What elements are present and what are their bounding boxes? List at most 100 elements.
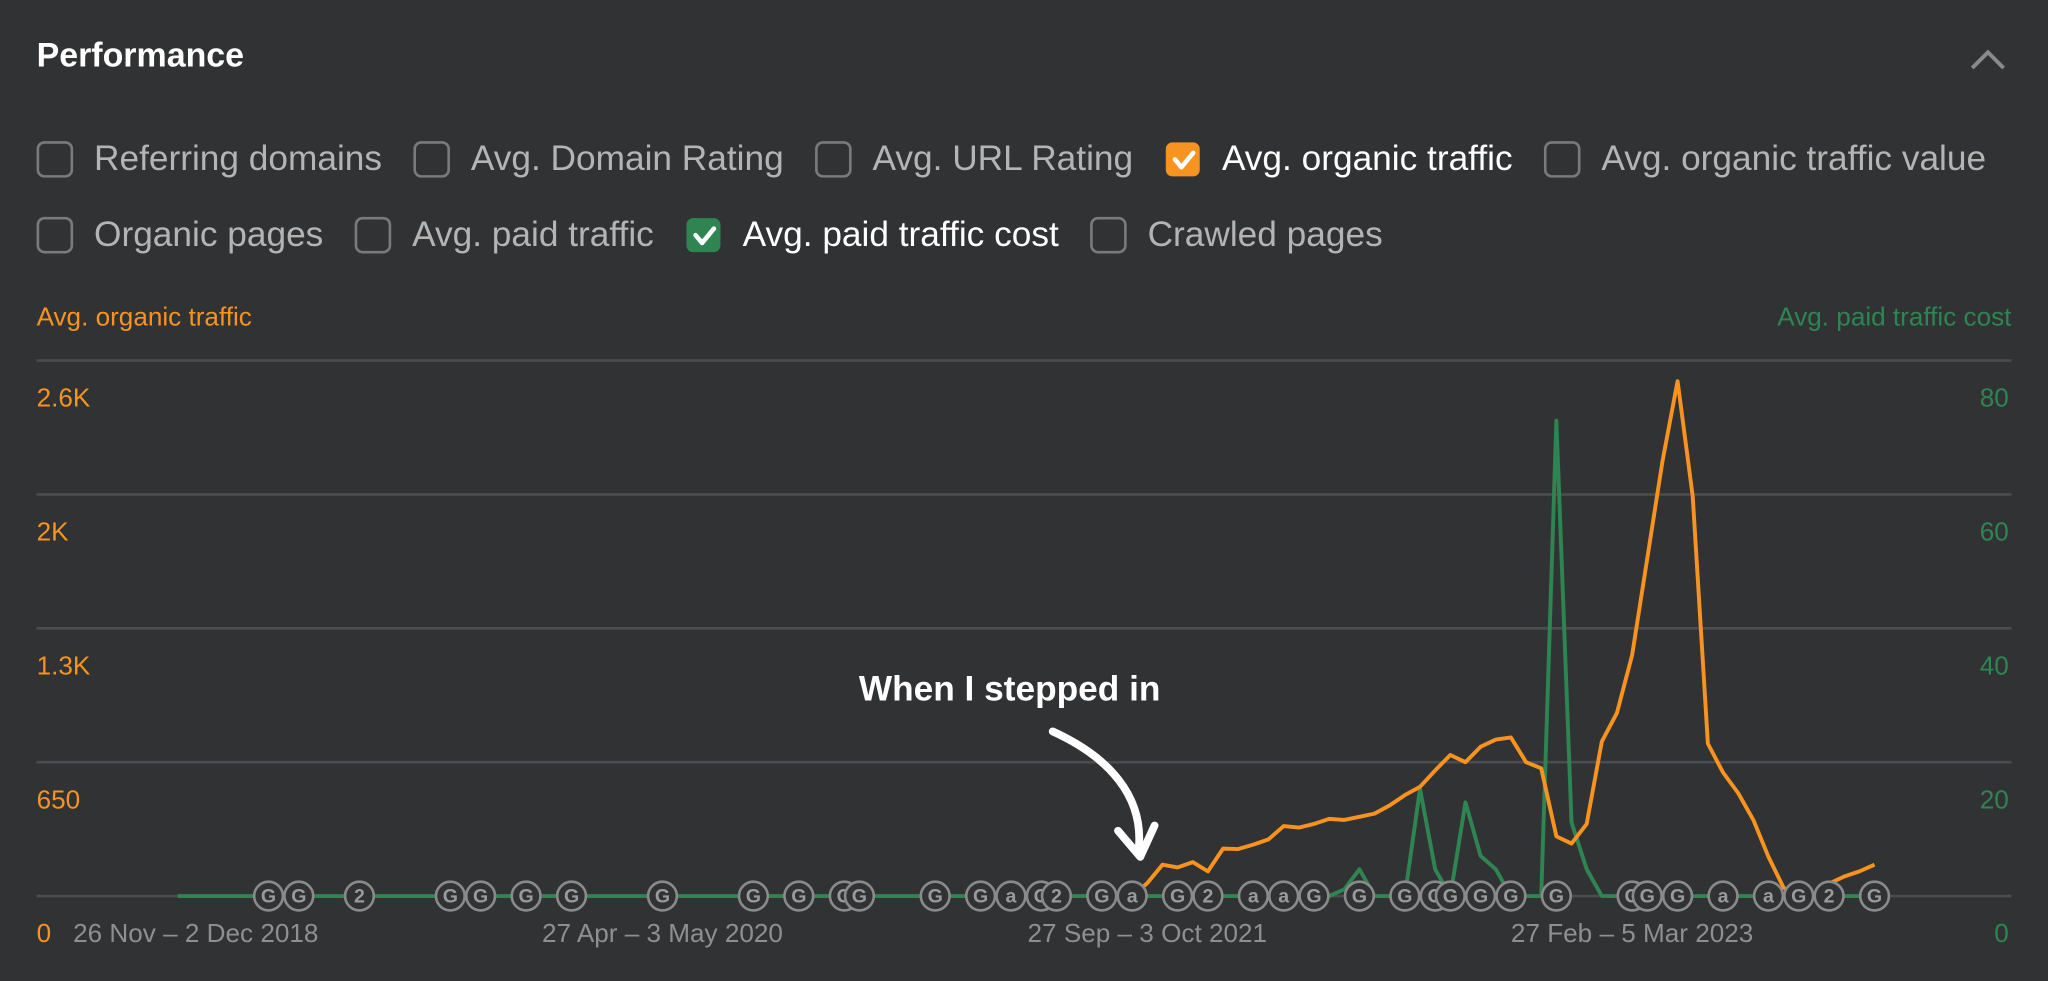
event-marker[interactable] — [1464, 880, 1497, 912]
event-marker[interactable] — [1813, 880, 1845, 912]
toggle-label[interactable]: Avg. paid traffic cost — [743, 215, 1059, 254]
event-marker[interactable] — [1434, 880, 1466, 912]
event-label: G — [518, 886, 533, 908]
event-label: G — [1791, 886, 1806, 908]
annotation-arrow — [1048, 727, 1144, 851]
y2-tick-label: 40 — [1980, 650, 2009, 680]
event-marker[interactable] — [1858, 880, 1891, 912]
event-marker[interactable] — [1267, 880, 1300, 912]
event-marker[interactable] — [1661, 880, 1694, 912]
checkbox[interactable] — [354, 216, 392, 254]
event-marker[interactable] — [843, 880, 876, 912]
event-marker[interactable] — [1237, 880, 1270, 912]
y2-tick-label: 60 — [1980, 517, 2009, 547]
checkbox[interactable] — [413, 141, 450, 178]
x-tick-label: 27 Sep – 3 Oct 2021 — [1028, 918, 1268, 948]
event-marker[interactable] — [555, 880, 588, 912]
event-marker[interactable] — [1343, 880, 1376, 912]
collapse-chevron[interactable] — [1970, 49, 2005, 70]
event-marker[interactable] — [1783, 880, 1815, 912]
event-label: G — [1094, 886, 1109, 908]
checkbox[interactable] — [1090, 216, 1127, 254]
event-label: a — [1278, 886, 1290, 908]
event-label: G — [791, 886, 806, 908]
event-marker[interactable] — [737, 880, 770, 912]
toggle-label[interactable]: Avg. organic traffic — [1222, 139, 1513, 178]
event-label: a — [1763, 886, 1775, 908]
checkbox[interactable] — [686, 218, 721, 253]
toggle-label[interactable]: Referring domains — [94, 139, 382, 178]
event-label: G — [655, 886, 670, 908]
y-tick-label: 2K — [37, 517, 70, 547]
event-marker[interactable] — [964, 880, 997, 912]
checkbox[interactable] — [1165, 142, 1200, 177]
event-label: G — [1306, 886, 1321, 908]
panel-title: Performance — [37, 36, 245, 74]
checkmark — [693, 226, 717, 246]
annotation-arrowhead — [1114, 821, 1159, 861]
event-marker[interactable] — [434, 880, 467, 912]
event-marker[interactable] — [510, 880, 542, 912]
event-marker[interactable] — [1040, 880, 1073, 912]
toggle-label[interactable]: Avg. Domain Rating — [471, 139, 784, 178]
toggle-label[interactable]: Crawled pages — [1148, 215, 1383, 254]
event-marker[interactable] — [252, 880, 285, 912]
checkbox[interactable] — [36, 216, 74, 254]
event-marker[interactable] — [1495, 880, 1527, 912]
event-label: a — [1718, 886, 1730, 908]
checkbox[interactable] — [815, 141, 852, 178]
event-label: G — [1670, 886, 1685, 908]
toggles: Referring domains Avg. Domain Rating Avg. … — [36, 139, 1986, 254]
x-tick-label: 26 Nov – 2 Dec 2018 — [73, 918, 318, 948]
y-tick-label: 650 — [37, 784, 81, 814]
event-marker[interactable] — [1116, 880, 1148, 912]
event-label: G — [261, 886, 276, 908]
y-tick-label: 2.6K — [37, 383, 91, 413]
event-label: G — [852, 886, 867, 908]
event-label: G — [443, 886, 458, 908]
event-label: G — [1352, 886, 1367, 908]
event-marker[interactable] — [1192, 880, 1224, 912]
event-marker[interactable] — [343, 880, 376, 912]
event-marker[interactable] — [1298, 880, 1330, 912]
event-label: G — [1503, 886, 1518, 908]
toggle-label[interactable]: Organic pages — [94, 215, 323, 254]
toggle-label[interactable]: Avg. paid traffic — [412, 215, 654, 254]
event-label: 2 — [1051, 886, 1062, 908]
event-marker[interactable] — [995, 880, 1027, 912]
event-marker[interactable] — [464, 880, 497, 912]
toggle-label[interactable]: Avg. URL Rating — [873, 139, 1134, 178]
event-marker[interactable] — [1540, 880, 1573, 912]
annotation-text: When I stepped in — [859, 669, 1161, 708]
checkbox[interactable] — [1543, 141, 1581, 178]
event-label: G — [746, 886, 761, 908]
event-marker[interactable] — [1707, 880, 1739, 912]
y2-axis-title: Avg. paid traffic cost — [1777, 302, 2012, 332]
series-line — [1130, 379, 1876, 899]
event-marker[interactable] — [1752, 880, 1785, 912]
event-marker[interactable] — [646, 880, 679, 912]
event-marker[interactable] — [1086, 880, 1118, 912]
event-label: G — [973, 886, 988, 908]
y2-tick-label: 0 — [1994, 918, 2009, 948]
event-label: 2 — [1202, 886, 1213, 908]
toggle-label[interactable]: Avg. organic traffic value — [1601, 139, 1986, 178]
y-tick-label: 0 — [37, 918, 52, 948]
event-label: G — [928, 886, 943, 908]
y2-tick-label: 80 — [1980, 383, 2009, 413]
event-marker[interactable] — [783, 880, 815, 912]
event-marker[interactable] — [1631, 880, 1663, 912]
event-label: G — [1397, 886, 1412, 908]
event-marker[interactable] — [919, 880, 951, 912]
event-marker[interactable] — [1389, 880, 1421, 912]
event-label: a — [1127, 886, 1139, 908]
checkbox[interactable] — [36, 141, 74, 178]
x-tick-label: 27 Apr – 3 May 2020 — [542, 918, 783, 948]
event-label: G — [1473, 886, 1488, 908]
event-label: G — [291, 886, 306, 908]
checkmark — [1172, 150, 1196, 170]
event-marker[interactable] — [1161, 880, 1194, 912]
event-marker[interactable] — [283, 880, 315, 912]
